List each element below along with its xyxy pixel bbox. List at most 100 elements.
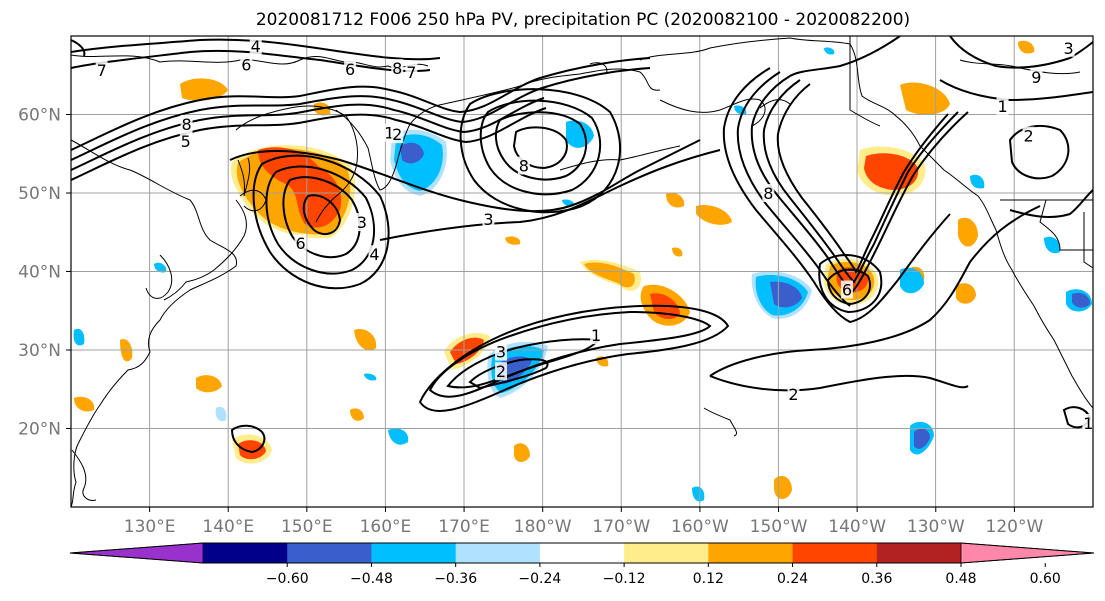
precip-positive-region <box>505 236 521 245</box>
contour-label-bg <box>762 184 775 202</box>
coastline-chukotka <box>443 68 661 105</box>
precip-positive-region <box>956 283 976 304</box>
chart-title: 2020081712 F006 250 hPa PV, precipitatio… <box>256 10 910 30</box>
coastline-kamchatka <box>335 103 445 191</box>
border-states <box>1039 199 1093 251</box>
pv-contour <box>479 99 602 196</box>
contour-label-bg <box>482 209 495 228</box>
contour-label: 8 <box>181 115 191 134</box>
contour-label: 1 <box>384 124 394 143</box>
contour-label-bg <box>1030 67 1043 86</box>
contour-label: 8 <box>763 184 773 203</box>
pv-contour <box>762 79 959 284</box>
contour-label: 2 <box>788 385 798 404</box>
colorbar-segment <box>876 543 962 563</box>
contour-label: 1 <box>997 97 1007 116</box>
border-canada-alaska <box>849 36 881 127</box>
precip-positive-region <box>354 328 377 351</box>
pv-contour <box>709 374 969 392</box>
pv-contours <box>71 36 1093 454</box>
coastline-korea <box>145 254 173 299</box>
colorbar-tick-label: 0.24 <box>777 571 808 587</box>
colorbar-tick-label: −0.60 <box>266 571 309 587</box>
coastline-asia <box>71 54 429 69</box>
precip-positive-region <box>1018 40 1035 54</box>
pv-contour <box>71 38 441 61</box>
pv-contour <box>265 165 376 275</box>
coastline-north-america <box>943 169 1093 409</box>
coastline-asia <box>71 139 238 507</box>
colorbar-segments <box>69 542 1095 564</box>
pv-contour <box>494 111 588 181</box>
lon-tick-label: 140°E <box>202 517 254 537</box>
precip-negative-region <box>154 262 167 273</box>
contour-label-bg <box>517 156 530 175</box>
pv-contour <box>939 79 1093 102</box>
precip-negative-region <box>692 486 705 502</box>
contour-label-bg <box>179 132 192 151</box>
pv-contour <box>826 268 871 306</box>
longitude-tick-labels: 130°E 140°E 150°E 160°E 170°E 180°W 170°W 160°W… <box>124 507 1044 537</box>
precip-positive-region <box>180 78 228 101</box>
precip-negative-region <box>1044 236 1061 254</box>
contour-label-bg <box>787 384 800 403</box>
contour-label-bg <box>249 37 262 56</box>
contour-label: 3 <box>483 210 493 229</box>
lon-tick-label: 140°W <box>828 517 886 537</box>
precip-negative-region <box>388 428 409 445</box>
contour-label-bg <box>840 280 853 299</box>
colorbar-tick-label: 0.36 <box>861 571 892 587</box>
pv-contour <box>736 71 851 307</box>
coastline-japan <box>163 199 247 301</box>
colorbar-segment <box>455 543 541 563</box>
contour-label-bg <box>1062 38 1075 57</box>
precip-negative-region <box>73 328 85 346</box>
coastline-alaska <box>639 37 945 171</box>
colorbar-tick-label: −0.12 <box>603 571 646 587</box>
colorbar-tick-label: −0.48 <box>350 571 393 587</box>
contour-label-bg <box>344 59 357 78</box>
contour-label: 5 <box>181 132 191 151</box>
contour-label-bg <box>355 213 368 232</box>
contour-label: 3 <box>1064 39 1074 58</box>
pv-contour <box>468 358 549 390</box>
lon-tick-label: 120°W <box>986 517 1044 537</box>
pv-contour <box>1009 189 1093 218</box>
contour-label: 3 <box>496 343 506 362</box>
pv-contour <box>71 107 547 181</box>
colorbar-tick-labels: −0.60 −0.48 −0.36 −0.24 −0.12 0.12 0.24 0.36 0.4… <box>266 563 1061 587</box>
colorbar-tick-label: −0.24 <box>518 571 561 587</box>
coastline-islands <box>759 99 791 109</box>
pv-contour <box>71 97 545 171</box>
pv-contour <box>71 57 651 151</box>
contour-label: 7 <box>97 61 107 80</box>
pv-contour <box>71 39 86 57</box>
contour-label: 4 <box>369 245 379 264</box>
precip-negative-region <box>364 373 377 381</box>
pv-contour <box>459 88 622 214</box>
contour-label: 8 <box>392 59 402 78</box>
pv-contour <box>1008 124 1070 180</box>
pv-contour <box>229 139 701 213</box>
pv-contour <box>418 304 730 412</box>
precip-negative-region <box>824 47 835 55</box>
lon-tick-label: 180°W <box>514 517 572 537</box>
contour-label-bg <box>391 125 404 144</box>
lat-tick-label: 50°N <box>18 184 61 204</box>
contour-label: 8 <box>519 157 529 176</box>
contour-label: 3 <box>357 213 367 232</box>
contour-label: 6 <box>295 234 305 253</box>
colorbar-segment <box>371 543 457 563</box>
coastline-philippines <box>71 449 97 501</box>
precip-positive-region <box>584 262 635 288</box>
contour-label-bg <box>495 342 508 361</box>
colorbar-extend-high <box>960 542 1095 564</box>
precip-positive-region <box>666 192 685 208</box>
lon-tick-label: 130°E <box>124 517 176 537</box>
colorbar-tick-label: −0.36 <box>434 571 477 587</box>
contour-label-bg <box>1022 126 1035 145</box>
lat-tick-label: 60°N <box>18 106 61 126</box>
contour-label-bg <box>294 234 307 253</box>
